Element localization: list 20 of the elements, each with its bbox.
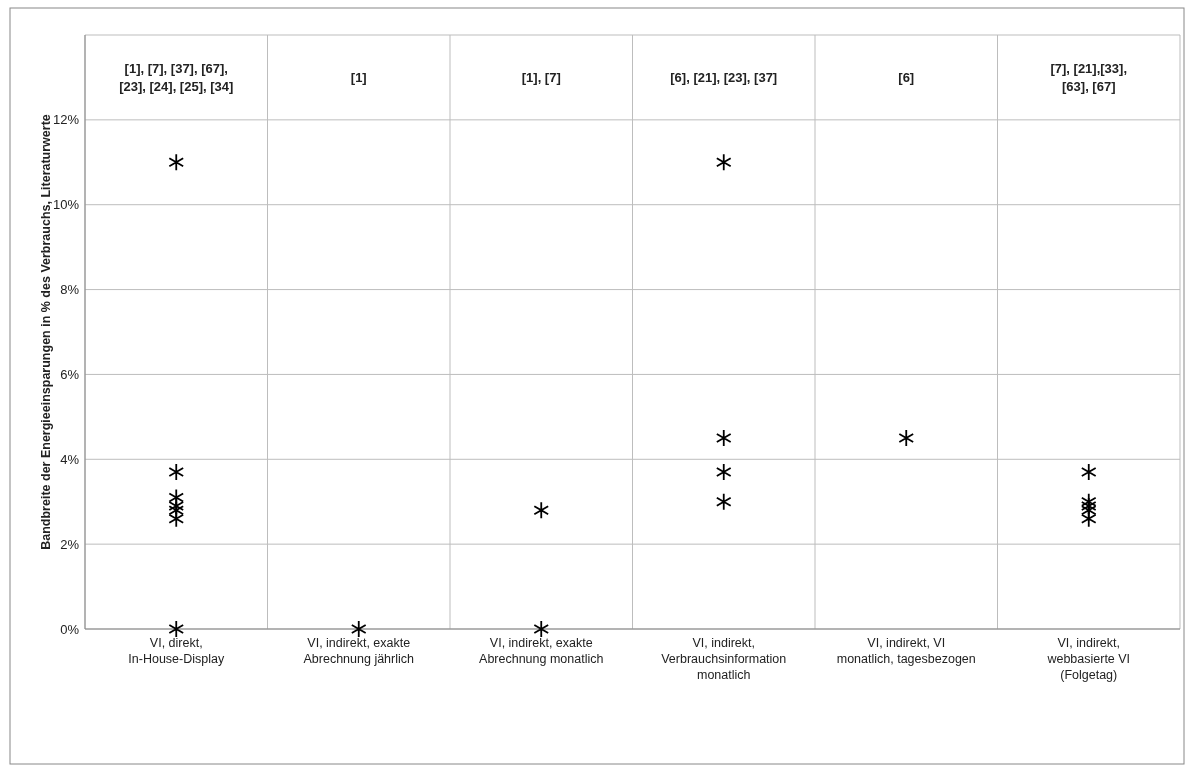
x-tick-label: VI, indirekt, exakte Abrechnung jährlich [303, 636, 415, 666]
annotation: [7], [21],[33], [63], [67] [1050, 60, 1128, 94]
annotation: [1], [7], [37], [67], [23], [24], [25], [34] [119, 60, 234, 94]
x-tick-label: VI, indirekt, Verbrauchsinformation monatlich [661, 636, 787, 682]
x-tick-label: VI, indirekt, VI monatlich, tagesbezogen [836, 636, 976, 666]
y-tick-label: 0% [60, 621, 80, 637]
x-tick-label: VI, indirekt, webbasierte VI (Folgetag) [1046, 636, 1131, 682]
y-tick-label: 2% [60, 536, 80, 552]
y-tick-label: 8% [60, 282, 80, 298]
y-tick-label: 6% [60, 366, 80, 382]
y-tick-label: 10% [52, 197, 80, 213]
annotation: [6], [21], [23], [37] [670, 69, 778, 85]
y-tick-label: 4% [60, 451, 80, 467]
x-tick-label: VI, direkt, In-House-Display [128, 636, 225, 666]
annotation: [6] [898, 69, 915, 85]
y-tick-label: 12% [52, 112, 80, 128]
x-tick-label: VI, indirekt, exakte Abrechnung monatlich [479, 636, 604, 666]
annotation: [1] [350, 69, 367, 85]
annotation: [1], [7] [521, 69, 561, 85]
y-axis-title: Bandbreite der Energieeinsparungen in % des Verbrauchs, Literaturwerte [39, 114, 53, 550]
